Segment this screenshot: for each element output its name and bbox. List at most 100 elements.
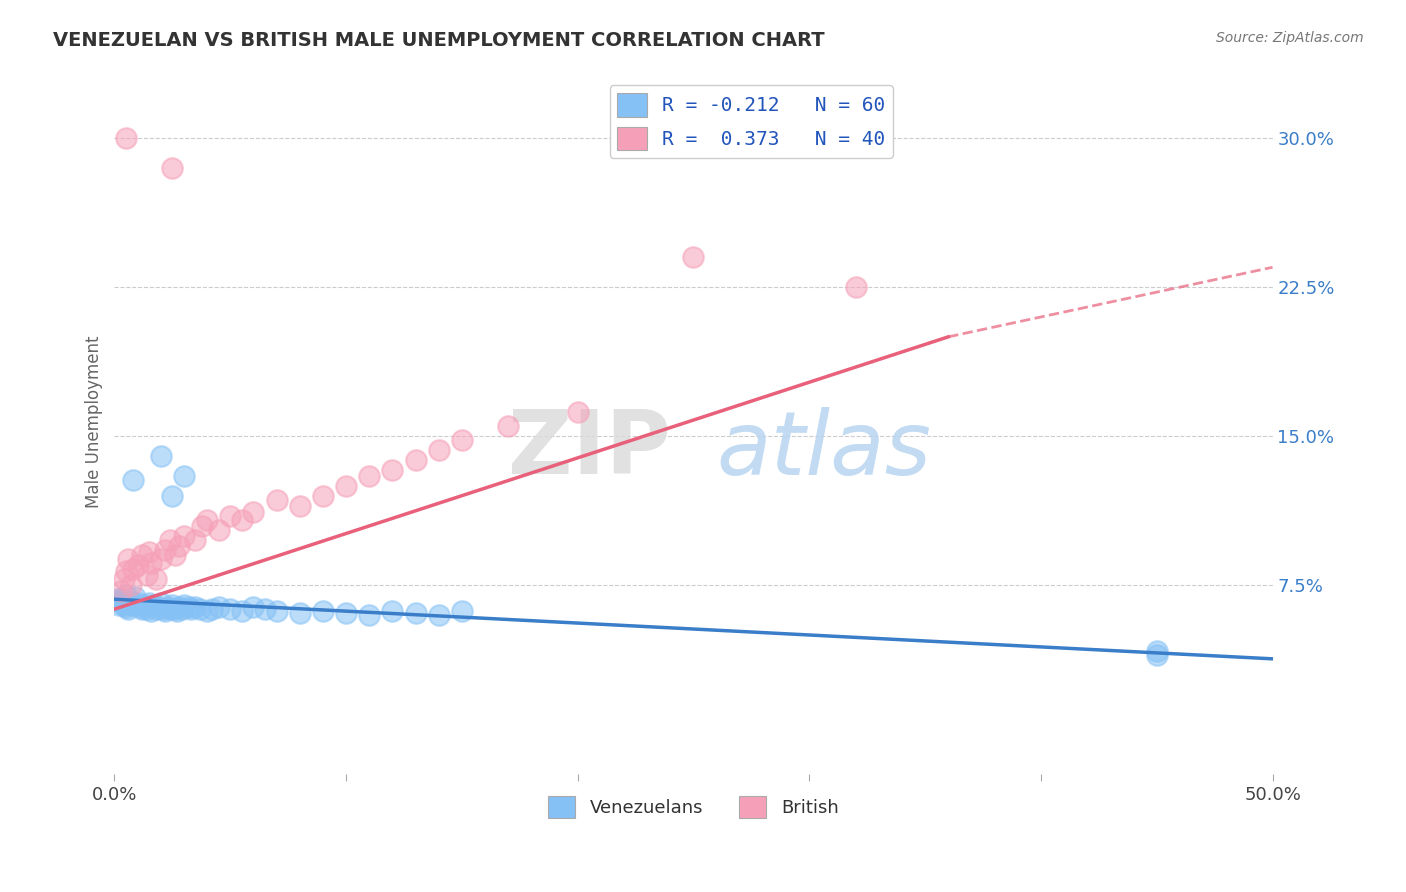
- Point: [184, 533, 207, 547]
- Point: [242, 505, 264, 519]
- Point: [141, 604, 163, 618]
- Point: [159, 533, 181, 547]
- Point: [166, 604, 188, 618]
- Point: [169, 539, 191, 553]
- Point: [288, 499, 311, 513]
- Point: [110, 592, 132, 607]
- Point: [138, 544, 160, 558]
- Point: [115, 588, 138, 602]
- Point: [110, 596, 132, 610]
- Point: [159, 602, 181, 616]
- Point: [131, 549, 153, 563]
- Text: VENEZUELAN VS BRITISH MALE UNEMPLOYMENT CORRELATION CHART: VENEZUELAN VS BRITISH MALE UNEMPLOYMENT …: [53, 31, 825, 50]
- Point: [145, 572, 167, 586]
- Point: [156, 600, 179, 615]
- Y-axis label: Male Unemployment: Male Unemployment: [86, 335, 103, 508]
- Point: [148, 600, 170, 615]
- Point: [112, 596, 135, 610]
- Point: [155, 604, 177, 618]
- Point: [359, 469, 381, 483]
- Point: [188, 602, 211, 616]
- Point: [312, 604, 335, 618]
- Point: [219, 508, 242, 523]
- Legend: Venezuelans, British: Venezuelans, British: [541, 789, 846, 825]
- Point: [845, 280, 868, 294]
- Point: [115, 131, 138, 145]
- Point: [110, 584, 132, 599]
- Point: [127, 558, 149, 573]
- Point: [567, 405, 589, 419]
- Text: Source: ZipAtlas.com: Source: ZipAtlas.com: [1216, 31, 1364, 45]
- Point: [359, 608, 381, 623]
- Point: [381, 604, 404, 618]
- Point: [152, 602, 174, 616]
- Point: [120, 594, 142, 608]
- Point: [112, 598, 135, 612]
- Point: [173, 469, 195, 483]
- Point: [1146, 648, 1168, 662]
- Point: [135, 602, 157, 616]
- Point: [169, 600, 191, 615]
- Point: [149, 552, 172, 566]
- Point: [142, 598, 165, 612]
- Point: [450, 434, 472, 448]
- Point: [450, 604, 472, 618]
- Point: [117, 602, 139, 616]
- Point: [682, 251, 704, 265]
- Point: [112, 572, 135, 586]
- Point: [163, 549, 186, 563]
- Point: [108, 594, 131, 608]
- Point: [122, 598, 145, 612]
- Point: [253, 602, 276, 616]
- Point: [266, 604, 288, 618]
- Point: [155, 542, 177, 557]
- Point: [131, 602, 153, 616]
- Point: [496, 419, 519, 434]
- Point: [170, 602, 193, 616]
- Point: [115, 565, 138, 579]
- Point: [231, 513, 253, 527]
- Text: ZIP: ZIP: [508, 406, 671, 493]
- Point: [208, 523, 231, 537]
- Point: [162, 161, 184, 175]
- Point: [381, 463, 404, 477]
- Point: [124, 591, 146, 605]
- Point: [335, 479, 357, 493]
- Point: [145, 602, 167, 616]
- Point: [405, 453, 427, 467]
- Point: [242, 600, 264, 615]
- Point: [288, 606, 311, 620]
- Point: [231, 604, 253, 618]
- Point: [149, 596, 172, 610]
- Point: [191, 518, 214, 533]
- Point: [135, 568, 157, 582]
- Point: [335, 606, 357, 620]
- Point: [120, 578, 142, 592]
- Point: [149, 449, 172, 463]
- Point: [108, 598, 131, 612]
- Point: [173, 598, 195, 612]
- Point: [1146, 644, 1168, 658]
- Point: [138, 596, 160, 610]
- Point: [405, 606, 427, 620]
- Point: [427, 608, 450, 623]
- Point: [173, 528, 195, 542]
- Point: [219, 602, 242, 616]
- Point: [127, 596, 149, 610]
- Point: [122, 562, 145, 576]
- Point: [105, 592, 128, 607]
- Point: [195, 513, 218, 527]
- Point: [134, 598, 156, 612]
- Point: [177, 600, 200, 615]
- Point: [195, 604, 218, 618]
- Point: [162, 489, 184, 503]
- Point: [427, 443, 450, 458]
- Point: [162, 598, 184, 612]
- Point: [208, 600, 231, 615]
- Point: [201, 602, 224, 616]
- Point: [312, 489, 335, 503]
- Point: [141, 557, 163, 571]
- Point: [117, 552, 139, 566]
- Point: [266, 492, 288, 507]
- Point: [180, 602, 202, 616]
